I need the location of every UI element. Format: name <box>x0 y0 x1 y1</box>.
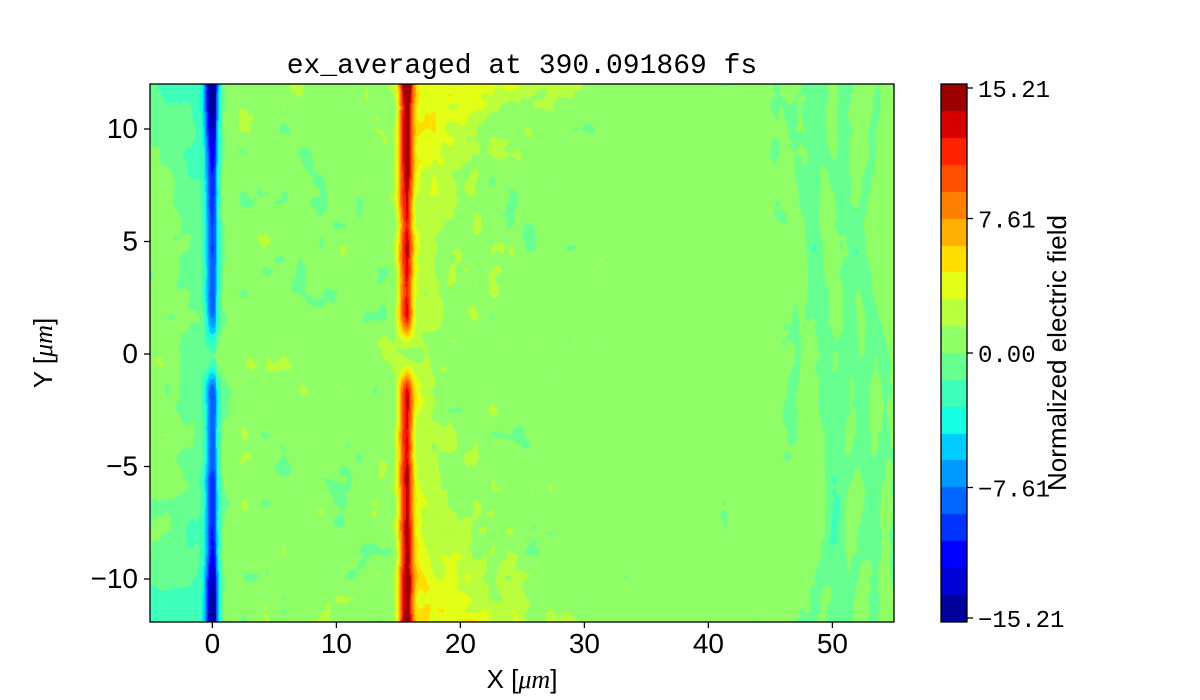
svg-text:Normalized electric field: Normalized electric field <box>1042 215 1072 491</box>
svg-text:0: 0 <box>205 628 221 659</box>
svg-text:5: 5 <box>122 226 138 257</box>
svg-text:−5: −5 <box>106 451 138 482</box>
svg-text:ex_averaged at 390.091869 fs: ex_averaged at 390.091869 fs <box>287 51 757 82</box>
svg-text:Y [μm]: Y [μm] <box>28 318 58 388</box>
svg-text:40: 40 <box>693 628 724 659</box>
svg-text:−15.21: −15.21 <box>978 608 1064 635</box>
svg-text:10: 10 <box>321 628 352 659</box>
svg-text:50: 50 <box>817 628 848 659</box>
svg-text:0.00: 0.00 <box>978 343 1036 370</box>
svg-text:30: 30 <box>569 628 600 659</box>
svg-text:15.21: 15.21 <box>978 78 1050 105</box>
svg-text:7.61: 7.61 <box>978 209 1036 236</box>
svg-text:0: 0 <box>122 338 138 369</box>
svg-text:20: 20 <box>445 628 476 659</box>
svg-text:X [μm]: X [μm] <box>487 664 558 694</box>
svg-text:−7.61: −7.61 <box>978 478 1050 505</box>
svg-text:10: 10 <box>107 113 138 144</box>
svg-text:−10: −10 <box>91 563 139 594</box>
